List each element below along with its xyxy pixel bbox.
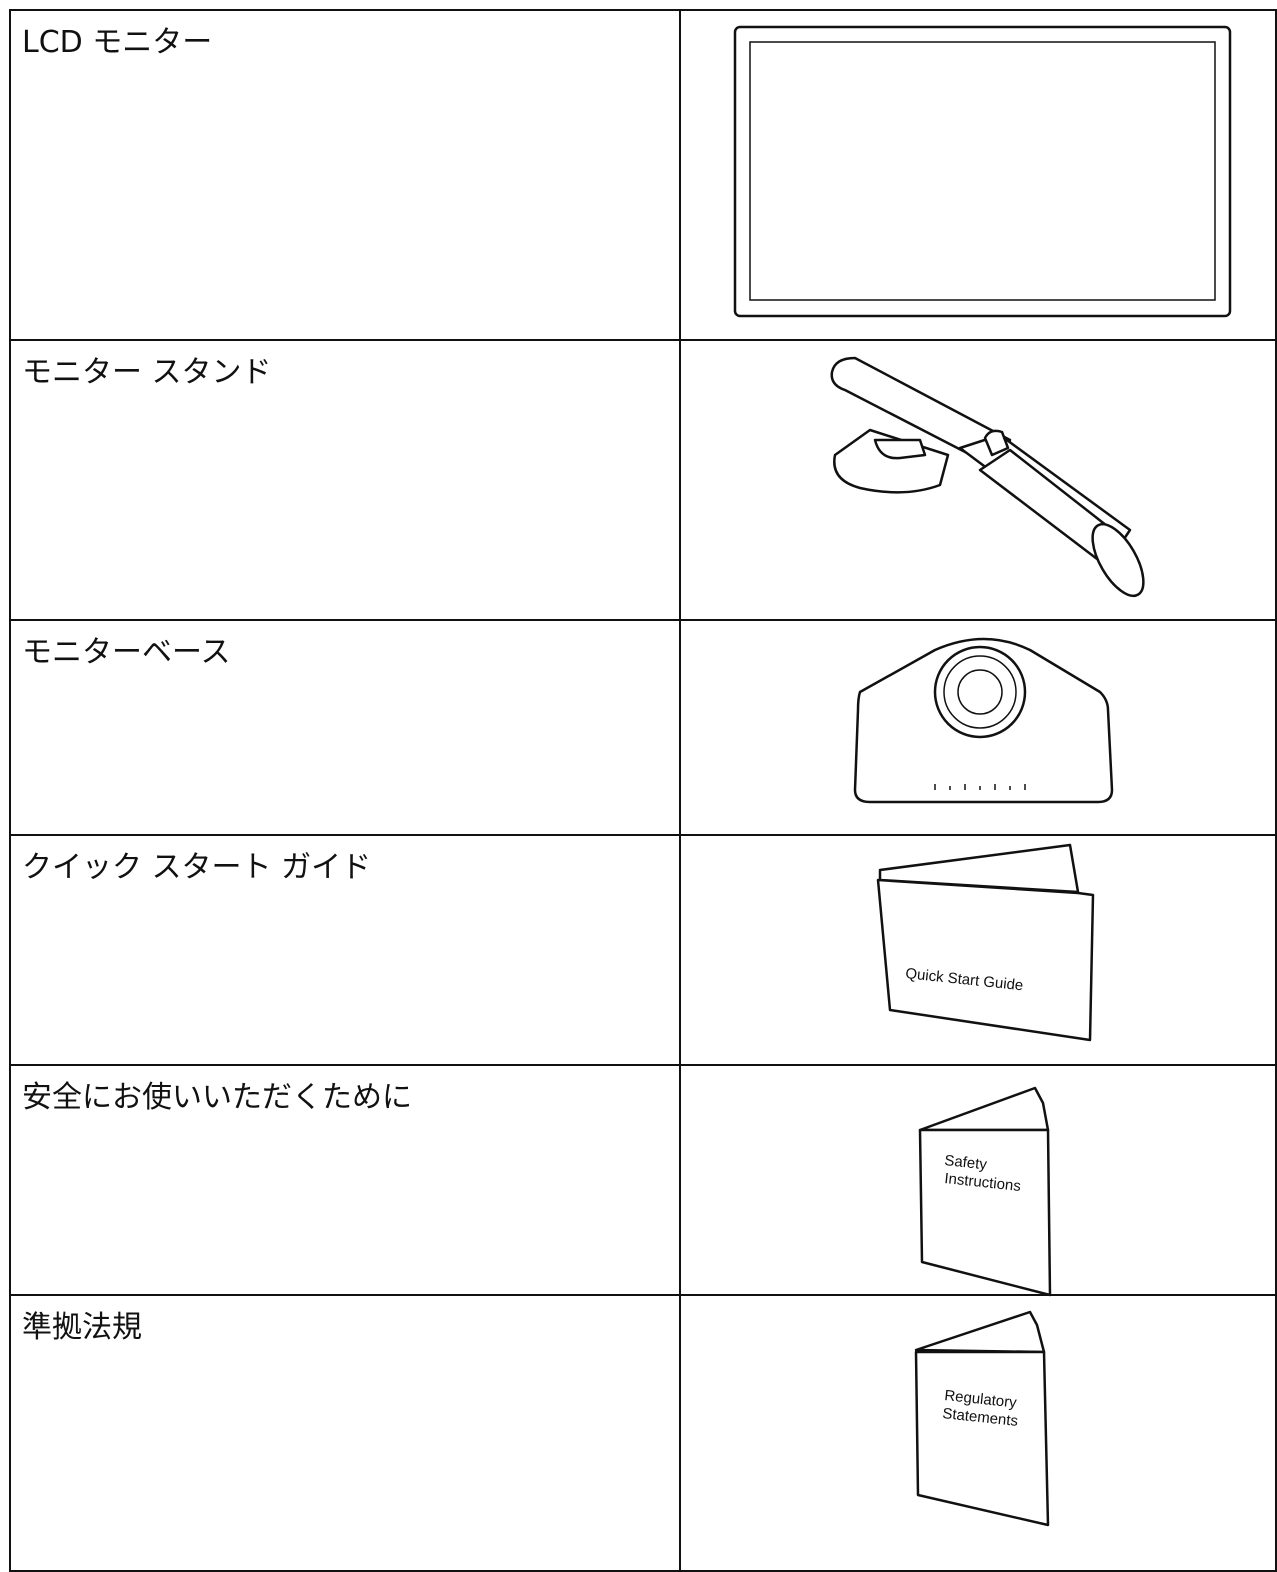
table-border bbox=[9, 9, 1277, 1572]
stand-illustration bbox=[830, 356, 1145, 598]
item-label: LCD モニター bbox=[22, 25, 212, 60]
table-grid bbox=[9, 9, 1277, 1572]
item-label: 安全にお使いいただくために bbox=[22, 1080, 412, 1115]
book-cover-text: Safety bbox=[944, 1152, 989, 1173]
item-label: モニター スタンド bbox=[22, 355, 272, 390]
item-label: クイック スタート ガイド bbox=[22, 850, 371, 885]
regulatory-booklet-illustration: Regulatory Statements bbox=[914, 1310, 1050, 1527]
base-illustration bbox=[853, 637, 1114, 804]
safety-booklet-illustration: Safety Instructions bbox=[918, 1086, 1052, 1297]
item-label: モニターベース bbox=[22, 635, 231, 670]
monitor-illustration bbox=[733, 25, 1232, 318]
guide-illustration: Quick Start Guide bbox=[876, 843, 1095, 1042]
item-label: 準拠法規 bbox=[22, 1310, 142, 1345]
